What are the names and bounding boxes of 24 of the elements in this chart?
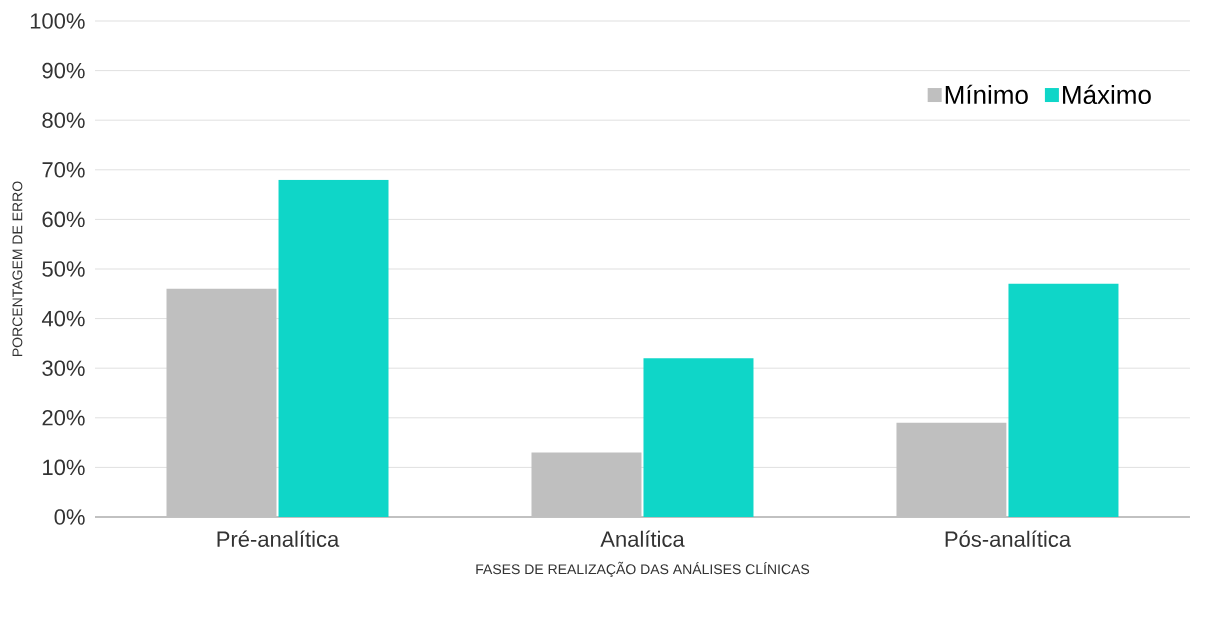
bar bbox=[1008, 283, 1119, 517]
x-tick-label: Pré-analítica bbox=[217, 530, 340, 547]
legend-label: Mínimo bbox=[945, 84, 1028, 105]
legend-label: Máximo bbox=[1063, 84, 1151, 105]
y-axis-title: PORCENTAGEM DE ERRO bbox=[12, 181, 23, 356]
y-tick-label: 60% bbox=[42, 211, 85, 228]
y-tick-label: 50% bbox=[42, 261, 85, 277]
y-tick-label: 80% bbox=[42, 112, 85, 128]
bar bbox=[166, 288, 277, 517]
y-tick-label: 40% bbox=[41, 310, 85, 327]
x-tick-label: Analítica bbox=[600, 530, 685, 547]
bar bbox=[896, 422, 1007, 517]
y-tick-label: 10% bbox=[43, 459, 85, 476]
y-tick-label: 20% bbox=[42, 409, 85, 426]
bar bbox=[278, 179, 389, 517]
y-tick-label: 70% bbox=[42, 162, 85, 178]
y-tick-label: 90% bbox=[42, 62, 85, 79]
y-tick-label: 100% bbox=[30, 13, 85, 29]
x-axis-title: FASES DE REALIZAÇÃO DAS ANÁLISES CLÍNICAS bbox=[476, 561, 810, 578]
x-tick-label: Pós-analítica bbox=[945, 530, 1072, 547]
bar bbox=[643, 358, 754, 517]
bar bbox=[531, 452, 642, 517]
y-tick-label: 30% bbox=[42, 360, 85, 376]
y-tick-label: 0% bbox=[54, 509, 85, 525]
